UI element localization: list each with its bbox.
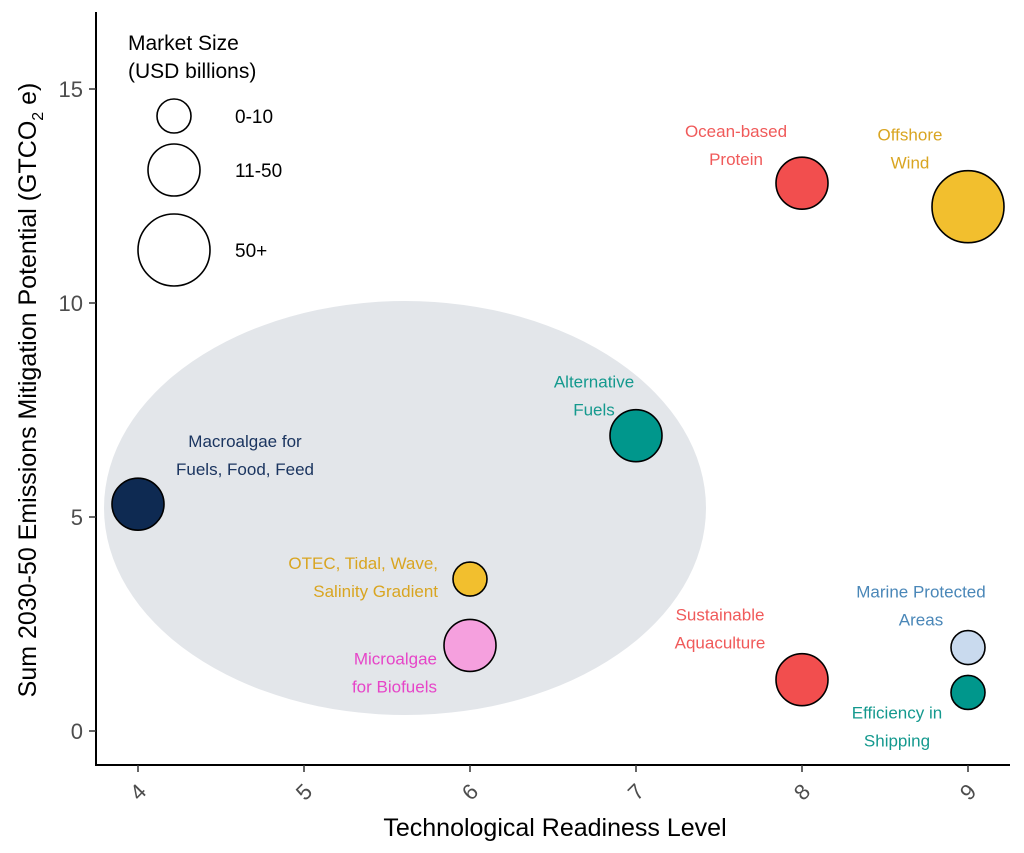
point-label: for Biofuels — [352, 677, 437, 696]
point-label: Offshore — [878, 126, 943, 145]
y-tick-label: 0 — [71, 719, 83, 744]
bubble-point — [609, 408, 663, 463]
bubble-point — [443, 618, 497, 673]
point-label: Efficiency in — [852, 703, 942, 722]
legend-entries: 0-10 11-50 50+ — [137, 98, 282, 287]
y-axis-ticks: 0 5 10 15 — [59, 77, 96, 744]
bubble-point — [111, 477, 165, 531]
bubble-point — [931, 169, 1005, 244]
legend: Market Size (USD billions) 0-10 11-50 50+ — [128, 32, 282, 287]
bubble-point — [775, 156, 829, 210]
data-points — [111, 156, 1005, 711]
point-label: Fuels, Food, Feed — [176, 460, 314, 479]
x-tick-label: 9 — [955, 779, 981, 805]
legend-bubble — [147, 143, 201, 197]
legend-bubble — [156, 98, 192, 134]
x-tick-label: 6 — [457, 779, 483, 805]
legend-bubble — [137, 213, 211, 287]
legend-title-line1: Market Size — [128, 32, 239, 55]
legend-label: 11-50 — [235, 161, 282, 182]
y-tick-label: 15 — [59, 77, 83, 102]
point-label: Microalgae — [354, 649, 437, 668]
x-axis-ticks: 4 5 6 7 8 9 — [125, 765, 981, 805]
point-label: Aquaculture — [675, 634, 766, 653]
point-label: Protein — [709, 150, 763, 169]
legend-title-line2: (USD billions) — [128, 60, 256, 83]
bubble-point — [950, 674, 986, 711]
point-label: Sustainable — [676, 606, 765, 625]
y-axis-title-end: e) — [14, 83, 42, 112]
x-tick-label: 8 — [789, 779, 815, 805]
bubble-point — [950, 629, 986, 666]
point-label: Wind — [891, 154, 930, 173]
x-tick-label: 7 — [623, 779, 649, 805]
bubble-point — [452, 561, 488, 597]
point-label: Ocean-based — [685, 122, 787, 141]
data-labels: Ocean-based Protein Offshore Wind Alternativ… — [176, 122, 986, 750]
highlight-region — [104, 301, 706, 715]
point-label: Macroalgae for — [188, 432, 302, 451]
point-label: Shipping — [864, 731, 930, 750]
x-tick-label: 5 — [291, 779, 317, 805]
bubble-point — [775, 652, 829, 707]
x-axis-title: Technological Readiness Level — [383, 814, 726, 842]
y-axis-title-main: Sum 2030-50 Emissions Mitigation Potenti… — [14, 121, 42, 698]
y-axis-title: Sum 2030-50 Emissions Mitigation Potenti… — [14, 83, 47, 698]
y-tick-label: 10 — [59, 291, 83, 316]
point-label: Fuels — [573, 401, 615, 420]
point-label: Alternative — [554, 373, 634, 392]
point-label: Marine Protected — [856, 583, 985, 602]
legend-label: 50+ — [235, 241, 267, 262]
y-axis-title-subscript: 2 — [30, 112, 47, 121]
point-label: Areas — [899, 611, 943, 630]
legend-label: 0-10 — [235, 107, 273, 128]
point-label: OTEC, Tidal, Wave, — [288, 554, 438, 573]
point-label: Salinity Gradient — [313, 582, 438, 601]
x-tick-label: 4 — [125, 779, 151, 805]
y-tick-label: 5 — [71, 505, 83, 530]
